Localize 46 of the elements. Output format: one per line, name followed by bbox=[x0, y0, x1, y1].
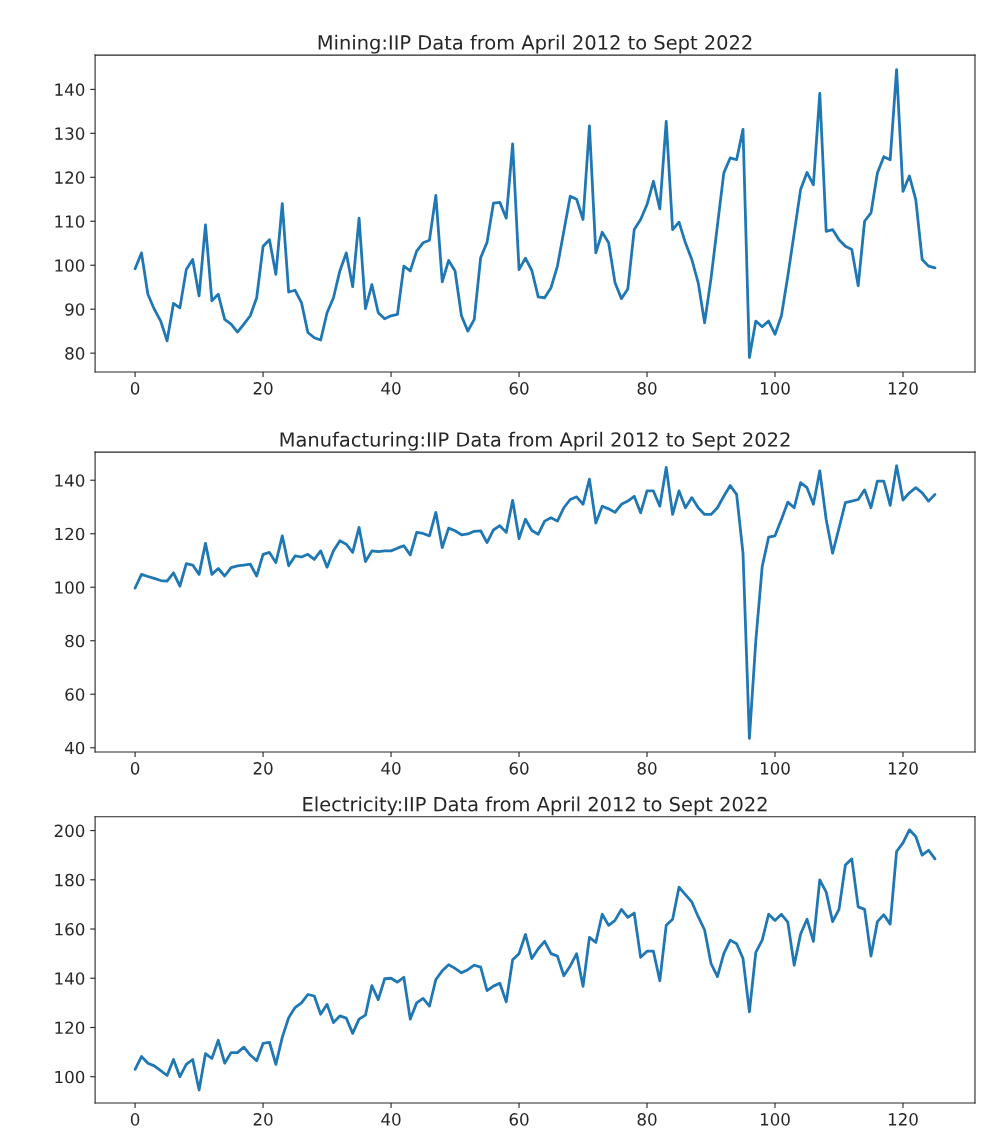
x-tick-label: 20 bbox=[253, 382, 273, 395]
chart-title: Electricity:IIP Data from April 2012 to Sept 2022 bbox=[303, 796, 767, 816]
y-tick-label: 60 bbox=[65, 688, 85, 701]
x-tick-label: 120 bbox=[888, 1113, 918, 1126]
x-tick-label: 100 bbox=[760, 382, 790, 395]
x-tick-label: 80 bbox=[637, 382, 657, 395]
x-tick-label: 0 bbox=[130, 1113, 140, 1126]
x-tick-label: 60 bbox=[509, 1113, 529, 1126]
chart-title: Mining:IIP Data from April 2012 to Sept 2022 bbox=[318, 34, 752, 54]
line-series bbox=[133, 68, 937, 359]
y-tick-label: 40 bbox=[64, 741, 85, 755]
x-tick-label: 120 bbox=[888, 762, 918, 775]
line-series bbox=[133, 464, 937, 740]
x-tick-label: 60 bbox=[509, 382, 529, 395]
x-tick-label: 60 bbox=[509, 762, 529, 775]
x-tick-label: 0 bbox=[130, 382, 140, 395]
y-tick-label: 130 bbox=[55, 127, 85, 140]
y-tick-label: 200 bbox=[54, 824, 85, 838]
x-tick-label: 20 bbox=[253, 762, 273, 775]
x-tick-label: 40 bbox=[381, 1113, 401, 1126]
line-series bbox=[133, 828, 937, 1092]
x-tick-label: 20 bbox=[253, 1113, 273, 1126]
y-tick-label: 80 bbox=[65, 347, 85, 360]
y-tick-label: 140 bbox=[55, 972, 85, 985]
y-tick-label: 80 bbox=[65, 634, 85, 648]
y-tick-label: 110 bbox=[55, 215, 85, 228]
y-tick-label: 100 bbox=[55, 259, 85, 272]
y-tick-label: 100 bbox=[55, 581, 85, 594]
x-tick-label: 40 bbox=[381, 382, 401, 395]
y-tick-label: 160 bbox=[55, 922, 85, 936]
chart-title: Manufacturing:IIP Data from April 2012 to Sept 2022 bbox=[280, 431, 790, 451]
y-tick-label: 120 bbox=[55, 171, 85, 184]
x-tick-label: 120 bbox=[888, 382, 918, 395]
y-tick-label: 120 bbox=[55, 527, 85, 541]
y-tick-label: 90 bbox=[65, 303, 85, 316]
x-tick-label: 80 bbox=[637, 1113, 657, 1126]
x-tick-label: 100 bbox=[760, 1113, 790, 1126]
y-tick-label: 140 bbox=[55, 83, 85, 96]
x-tick-label: 0 bbox=[130, 762, 140, 775]
x-tick-label: 100 bbox=[760, 762, 790, 775]
x-tick-label: 40 bbox=[381, 762, 401, 775]
x-tick-label: 80 bbox=[637, 762, 657, 775]
y-tick-label: 180 bbox=[55, 873, 85, 887]
y-tick-label: 120 bbox=[55, 1021, 85, 1035]
y-tick-label: 140 bbox=[55, 474, 85, 487]
y-tick-label: 100 bbox=[55, 1070, 85, 1084]
